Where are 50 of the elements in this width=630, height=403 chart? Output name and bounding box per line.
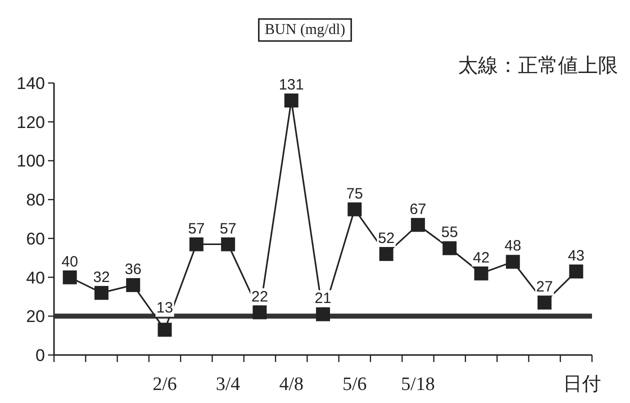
- point: [474, 266, 488, 280]
- y-tick-label: 140: [16, 74, 45, 93]
- y-tick-label: 20: [26, 307, 45, 326]
- point: [410, 218, 425, 232]
- y-tick-label: 0: [36, 346, 45, 365]
- point: [221, 237, 236, 252]
- y-tick-label: 60: [26, 229, 45, 248]
- data-label: 22: [251, 288, 268, 306]
- point: [569, 264, 584, 278]
- point: [538, 296, 552, 310]
- data-label: 52: [378, 230, 395, 247]
- x-tick-label: 5/6: [342, 374, 367, 395]
- point: [94, 286, 108, 300]
- data-label: 13: [156, 300, 174, 317]
- chart-title: BUN (mg/dl): [264, 22, 346, 38]
- data-label: 27: [536, 278, 553, 296]
- data-label: 75: [346, 185, 363, 202]
- data-label: 32: [93, 268, 110, 286]
- point: [506, 254, 520, 269]
- data-label: 48: [504, 238, 522, 255]
- x-tick-label: 2/6: [152, 374, 177, 395]
- point: [126, 278, 140, 292]
- data-label: 55: [441, 224, 458, 242]
- point: [316, 307, 330, 322]
- data-label: 43: [568, 247, 585, 264]
- data-label: 40: [61, 253, 78, 270]
- data-label: 131: [278, 76, 304, 94]
- data-label: 21: [314, 290, 332, 308]
- y-tick-label: 100: [16, 152, 45, 171]
- point: [284, 93, 298, 108]
- x-tick-label: 3/4: [216, 374, 241, 395]
- x-axis-title: 日付: [563, 374, 601, 395]
- y-tick-label: 120: [16, 112, 45, 132]
- x-tick-label: 4/8: [279, 374, 304, 395]
- data-label: 57: [188, 220, 205, 238]
- point: [348, 202, 362, 216]
- y-tick-label: 80: [26, 190, 45, 210]
- y-tick-label: 40: [26, 268, 45, 288]
- data-label: 42: [472, 249, 490, 266]
- point: [442, 241, 457, 256]
- text: 太線：正常値上限: [458, 55, 618, 77]
- point: [379, 246, 394, 261]
- point: [62, 270, 77, 284]
- point: [189, 237, 204, 252]
- x-tick-label: 5/18: [401, 374, 435, 395]
- data-label: 36: [124, 261, 142, 278]
- point: [158, 322, 172, 337]
- data-label: 57: [220, 220, 236, 238]
- point: [252, 305, 267, 320]
- data-label: 67: [410, 200, 426, 218]
